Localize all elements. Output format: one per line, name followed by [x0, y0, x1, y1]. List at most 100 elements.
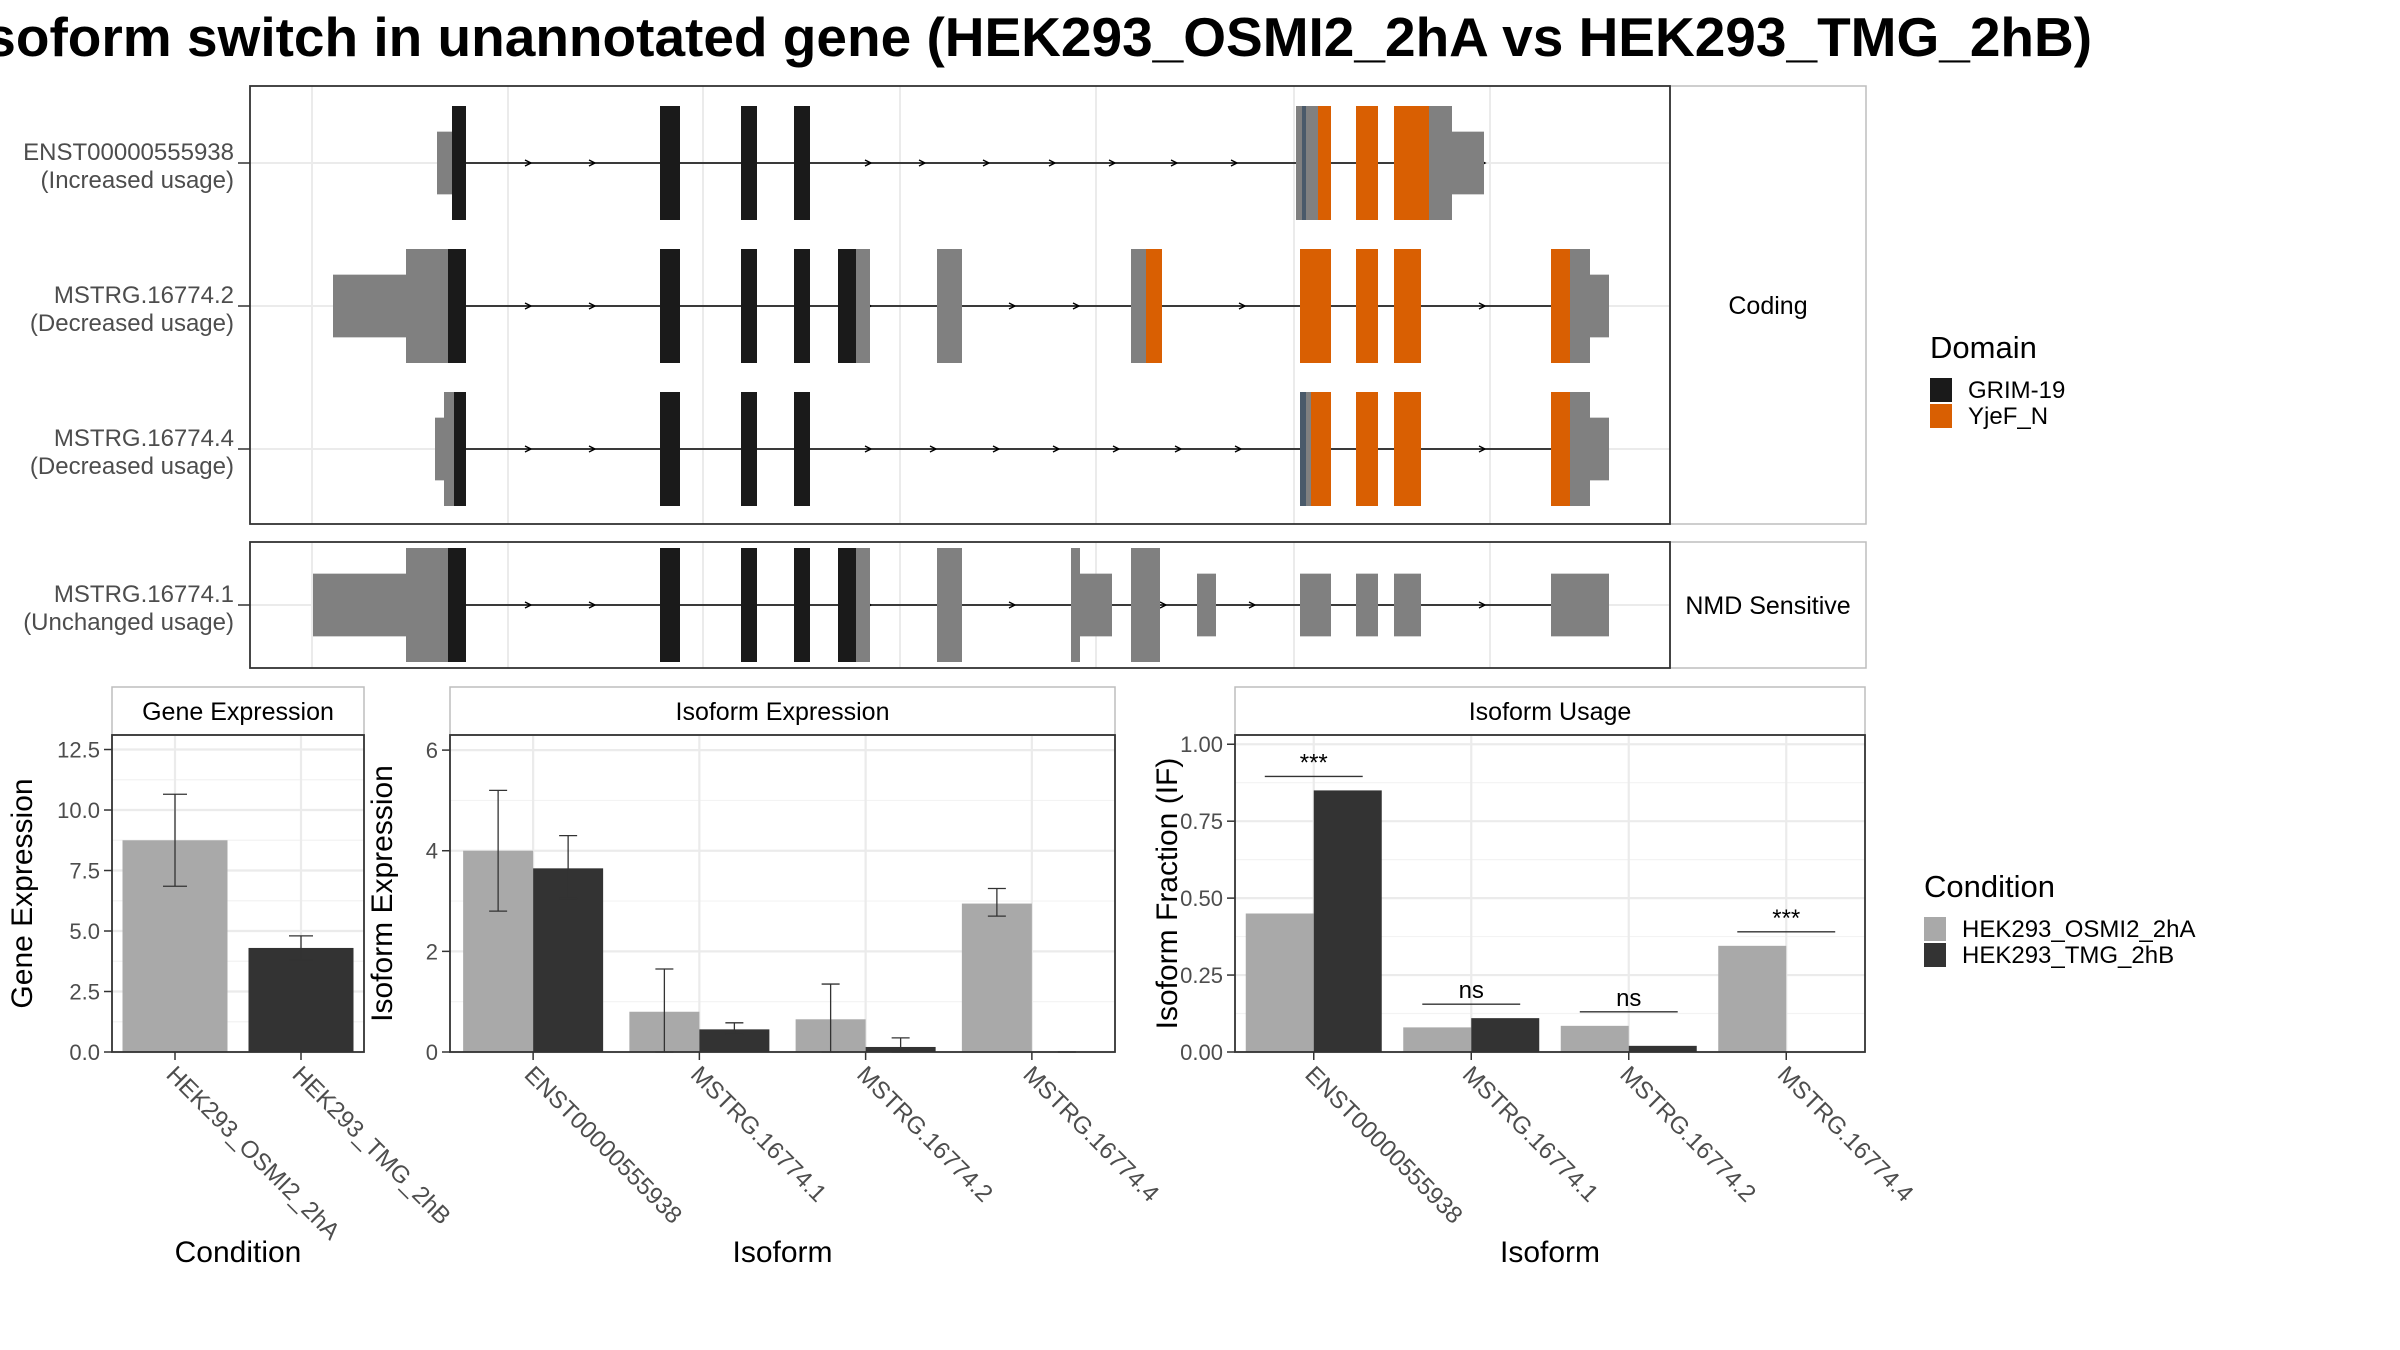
y-axis-title: Isoform Expression [366, 765, 399, 1022]
domain-exon-block [1356, 249, 1378, 363]
domain-exon-block [741, 106, 757, 220]
intron-direction-arrow [1174, 445, 1183, 453]
bar-panel-title: Isoform Usage [1469, 698, 1632, 726]
bar [961, 903, 1032, 1052]
y-tick-label: 0.50 [1180, 886, 1223, 911]
intron-direction-arrow [1478, 445, 1487, 453]
x-tick-label: MSTRG.16774.2 [851, 1061, 997, 1207]
bar [1313, 790, 1382, 1052]
bar [248, 947, 354, 1052]
transcript-name-label: MSTRG.16774.2 [54, 282, 234, 309]
bar [1403, 1027, 1472, 1052]
bar-panel-strip [1234, 686, 1866, 736]
intron-direction-arrow [1052, 445, 1061, 453]
domain-exon-block [794, 249, 810, 363]
utr-block [435, 417, 444, 481]
intron-direction-arrow [1048, 159, 1057, 167]
condition-legend-label: HEK293_TMG_2hB [1962, 942, 2174, 969]
domain-exon-block [452, 106, 466, 220]
utr-block [1356, 573, 1378, 637]
bar [1471, 1018, 1540, 1052]
bar-panel-border [449, 734, 1116, 1053]
x-tick-label: MSTRG.16774.1 [1457, 1061, 1603, 1207]
y-axis-title: Gene Expression [6, 778, 39, 1008]
condition-legend-swatch [1924, 917, 1946, 941]
domain-exon-block [660, 548, 680, 662]
domain-exon-block [1300, 249, 1331, 363]
intron-direction-arrow [864, 159, 873, 167]
utr-block [1570, 249, 1590, 363]
domain-exon-block [448, 548, 466, 662]
domain-exon-block [660, 106, 680, 220]
intron-direction-arrow [1234, 445, 1243, 453]
intron-direction-arrow [1008, 302, 1017, 310]
bar [1245, 913, 1314, 1052]
domain-exon-block [1302, 106, 1306, 220]
intron-direction-arrow [918, 159, 927, 167]
y-tick-label: 12.5 [57, 738, 100, 763]
structure-panel-border [249, 85, 1671, 525]
x-tick-label: MSTRG.16774.2 [1615, 1061, 1761, 1207]
utr-block [1296, 106, 1302, 220]
utr-block [937, 249, 962, 363]
domain-legend-label: GRIM-19 [1968, 377, 2065, 404]
utr-block [1306, 106, 1318, 220]
panel-strip [1669, 85, 1867, 525]
domain-exon-block [741, 548, 757, 662]
utr-block [1080, 573, 1112, 637]
utr-block [1394, 573, 1421, 637]
domain-exon-block [1318, 106, 1331, 220]
intron-direction-arrow [982, 159, 991, 167]
y-tick-label: 2 [426, 939, 438, 964]
condition-legend-label: HEK293_OSMI2_2hA [1962, 916, 2195, 943]
domain-exon-block [1300, 392, 1306, 506]
x-tick-label: MSTRG.16774.4 [1018, 1061, 1164, 1207]
significance-label: ns [1616, 985, 1641, 1012]
intron-direction-arrow [524, 601, 533, 609]
domain-exon-block [1551, 249, 1570, 363]
significance-label: *** [1300, 749, 1328, 776]
utr-block [1429, 106, 1452, 220]
utr-block [1452, 131, 1484, 195]
x-axis-title: Isoform [1500, 1236, 1600, 1269]
gene-structure-plot: Coding ENST00000555938(Increased usage) MS… [23, 85, 1867, 669]
intron-direction-arrow [1072, 302, 1081, 310]
intron-direction-arrow [1478, 601, 1487, 609]
utr-block [333, 274, 406, 338]
bar-panel-border [111, 734, 365, 1053]
significance-label: *** [1772, 905, 1800, 932]
bar [1718, 945, 1787, 1052]
y-tick-label: 0.0 [69, 1040, 100, 1065]
intron-direction-arrow [588, 601, 597, 609]
utr-block [1551, 573, 1609, 637]
utr-block [406, 249, 448, 363]
transcript-usage-label: (Increased usage) [41, 167, 234, 194]
domain-exon-block [838, 548, 856, 662]
domain-exon-block [1356, 106, 1378, 220]
intron-direction-arrow [1230, 159, 1239, 167]
condition-legend-title: Condition [1924, 869, 2055, 904]
intron-direction-arrow [1159, 601, 1168, 609]
domain-exon-block [741, 249, 757, 363]
utr-block [1590, 274, 1609, 338]
bar-panel-title: Isoform Expression [676, 698, 890, 726]
domain-exon-block [794, 106, 810, 220]
x-axis-title: Condition [175, 1236, 302, 1269]
intron-direction-arrow [1238, 302, 1247, 310]
utr-block [1131, 249, 1146, 363]
x-tick-label: MSTRG.16774.4 [1772, 1061, 1918, 1207]
intron-direction-arrow [1478, 302, 1487, 310]
y-tick-label: 4 [426, 839, 438, 864]
intron-direction-arrow [1108, 159, 1117, 167]
domain-exon-block [660, 249, 680, 363]
utr-block [856, 548, 870, 662]
x-tick-label: ENST00000555938 [1300, 1061, 1468, 1229]
domain-exon-block [660, 392, 680, 506]
bar [1560, 1025, 1629, 1052]
y-tick-label: 0.25 [1180, 963, 1223, 988]
domain-exon-block [1394, 249, 1421, 363]
y-axis-title: Isoform Fraction (IF) [1151, 758, 1184, 1030]
intron-direction-arrow [864, 445, 873, 453]
